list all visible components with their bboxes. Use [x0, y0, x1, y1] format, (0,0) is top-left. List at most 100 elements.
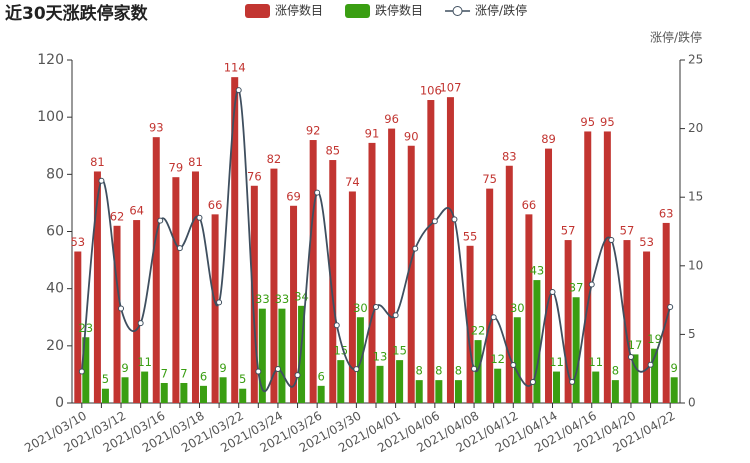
data-label: 79 — [169, 161, 184, 175]
legend-symbol — [452, 6, 463, 16]
data-label: 53 — [70, 235, 85, 249]
data-label: 8 — [455, 364, 462, 378]
bar — [623, 240, 631, 403]
data-label: 37 — [569, 281, 584, 295]
bar — [290, 205, 298, 403]
bar — [141, 371, 149, 403]
bar — [199, 385, 207, 403]
data-label: 9 — [219, 361, 226, 375]
data-label: 6 — [200, 369, 207, 383]
y2-tick-label: 25 — [688, 53, 703, 67]
bar — [415, 380, 423, 403]
y-tick-label: 0 — [55, 395, 64, 411]
data-label: 74 — [345, 175, 360, 189]
data-label: 30 — [353, 301, 368, 315]
line-point — [510, 361, 517, 368]
line-point — [333, 322, 340, 329]
line-point — [274, 365, 281, 372]
bar — [74, 251, 82, 403]
bar — [113, 225, 121, 403]
bar — [172, 177, 180, 403]
bar — [533, 280, 541, 403]
legend-label: 涨停数目 — [275, 3, 323, 18]
bar — [454, 380, 462, 403]
data-label: 9 — [671, 361, 678, 375]
data-label: 22 — [471, 324, 486, 338]
y2-tick-label: 10 — [688, 258, 703, 272]
bar — [121, 377, 129, 403]
y-tick-label: 120 — [37, 52, 64, 68]
bar — [376, 365, 384, 403]
data-label: 95 — [600, 115, 615, 129]
bar — [258, 308, 266, 403]
line-point — [216, 299, 223, 306]
bar — [466, 245, 474, 403]
y-tick-label: 100 — [37, 109, 64, 125]
bar — [572, 297, 580, 403]
data-label: 33 — [275, 292, 290, 306]
bar — [250, 185, 258, 403]
line-point — [451, 216, 458, 223]
line-point — [118, 305, 125, 312]
line-point — [471, 365, 478, 372]
data-label: 43 — [530, 264, 545, 278]
bar — [278, 308, 286, 403]
data-label: 81 — [90, 155, 105, 169]
bar — [348, 191, 356, 403]
data-label: 93 — [149, 121, 164, 135]
line-point — [78, 368, 85, 375]
bar — [211, 214, 219, 403]
line-point — [431, 218, 438, 225]
bar — [191, 171, 199, 403]
bar — [553, 371, 561, 403]
data-label: 11 — [137, 355, 152, 369]
data-label: 75 — [482, 172, 497, 186]
line-point — [588, 281, 595, 288]
line-point — [392, 312, 399, 319]
data-label: 33 — [255, 292, 270, 306]
line-point — [98, 177, 105, 184]
data-label: 8 — [435, 364, 442, 378]
data-label: 5 — [239, 372, 246, 386]
chart-title: 近30天涨跌停家数 — [5, 3, 149, 24]
bar — [670, 377, 678, 403]
line-point — [314, 189, 321, 196]
data-label: 96 — [384, 112, 399, 126]
y2-tick-label: 15 — [688, 190, 703, 204]
bar — [270, 168, 278, 403]
data-label: 90 — [404, 129, 419, 143]
bar — [474, 340, 482, 403]
line-point — [176, 245, 183, 252]
data-label: 89 — [541, 132, 556, 146]
bar — [160, 382, 168, 403]
legend-label: 涨停/跌停 — [475, 3, 527, 18]
bar — [545, 148, 553, 403]
data-label: 6 — [317, 369, 324, 383]
data-label: 66 — [208, 198, 223, 212]
line-point — [549, 289, 556, 296]
y-tick-label: 80 — [46, 166, 64, 182]
bar — [564, 240, 572, 403]
line-point — [647, 361, 654, 368]
bar — [388, 128, 396, 403]
line-point — [569, 378, 576, 385]
bar — [486, 188, 494, 403]
line-point — [137, 320, 144, 327]
line-point — [294, 372, 301, 379]
bar — [651, 348, 659, 403]
bar — [603, 131, 611, 404]
line-point — [608, 237, 615, 244]
data-label: 11 — [588, 355, 603, 369]
bar — [329, 160, 337, 403]
line-point — [157, 217, 164, 224]
legend-label: 跌停数目 — [375, 3, 423, 18]
line-point — [490, 314, 497, 321]
bar — [219, 377, 227, 403]
data-label: 12 — [490, 352, 505, 366]
data-label: 53 — [639, 235, 654, 249]
y-tick-label: 20 — [46, 338, 64, 354]
bar — [239, 388, 247, 403]
data-label: 19 — [647, 332, 662, 346]
data-label: 11 — [549, 355, 564, 369]
